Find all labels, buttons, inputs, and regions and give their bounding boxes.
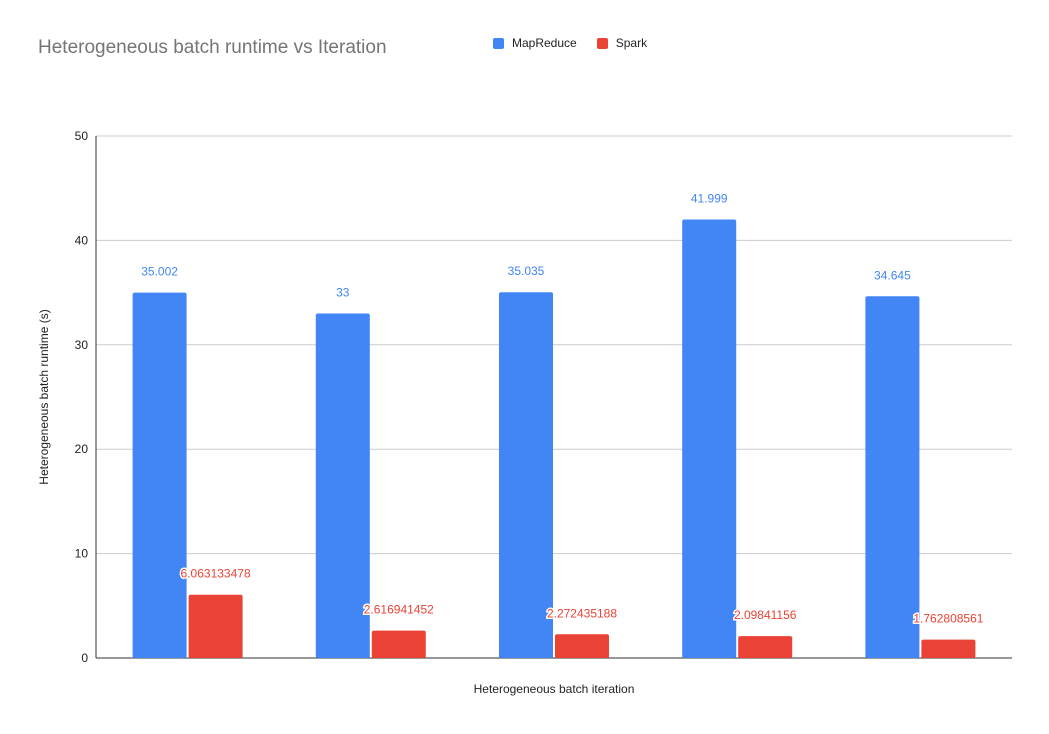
legend-swatch-mapreduce	[493, 37, 504, 49]
data-label-mapreduce: 33	[336, 285, 350, 299]
bar-spark	[188, 594, 243, 658]
data-label-spark: 2.272435188	[547, 606, 617, 620]
data-label-mapreduce: 34.645	[874, 268, 911, 282]
data-label-spark: 6.063133478	[181, 567, 251, 581]
bar-mapreduce	[682, 219, 737, 658]
y-axis: 0 10 20 30 40 50	[75, 129, 97, 665]
bar-spark	[738, 636, 793, 658]
bar-spark	[921, 639, 976, 658]
legend-swatch-spark	[596, 37, 608, 49]
y-tick-label: 30	[75, 338, 89, 352]
bar-mapreduce	[132, 292, 187, 658]
bar-mapreduce	[315, 313, 370, 658]
y-axis-label: Heterogeneous batch runtime (s)	[37, 309, 51, 484]
legend-item-spark[interactable]: Spark	[596, 36, 648, 50]
chart-legend: MapReduce Spark	[493, 36, 667, 50]
data-label-spark: 1.762808561	[913, 612, 983, 626]
data-label-mapreduce: 35.035	[508, 264, 545, 278]
bars	[132, 219, 976, 658]
y-tick-label: 40	[75, 233, 89, 247]
x-axis-label: Heterogeneous batch iteration	[474, 682, 635, 696]
y-tick-label: 0	[81, 651, 88, 665]
legend-label-spark: Spark	[615, 36, 648, 50]
y-tick-label: 50	[75, 129, 89, 143]
data-label-mapreduce: 41.999	[691, 192, 728, 206]
bar-spark	[371, 630, 426, 658]
bar-spark	[555, 634, 609, 658]
data-label-spark: 2.616941452	[364, 603, 434, 617]
y-tick-label: 10	[75, 547, 89, 561]
data-labels: 35.002 33 35.035 41.999 34.645 6.063133478 2.6…	[140, 190, 986, 627]
y-tick-label: 20	[75, 442, 89, 456]
legend-label-mapreduce: MapReduce	[512, 36, 577, 50]
bar-mapreduce	[499, 292, 553, 658]
data-label-spark: 2.09841156	[734, 608, 797, 622]
gridlines	[96, 135, 1012, 659]
legend-item-mapreduce[interactable]: MapReduce	[493, 36, 577, 50]
data-label-mapreduce: 35.002	[141, 265, 178, 279]
bar-mapreduce	[865, 296, 920, 658]
chart-title: Heterogeneous batch runtime vs Iteration	[38, 37, 387, 58]
